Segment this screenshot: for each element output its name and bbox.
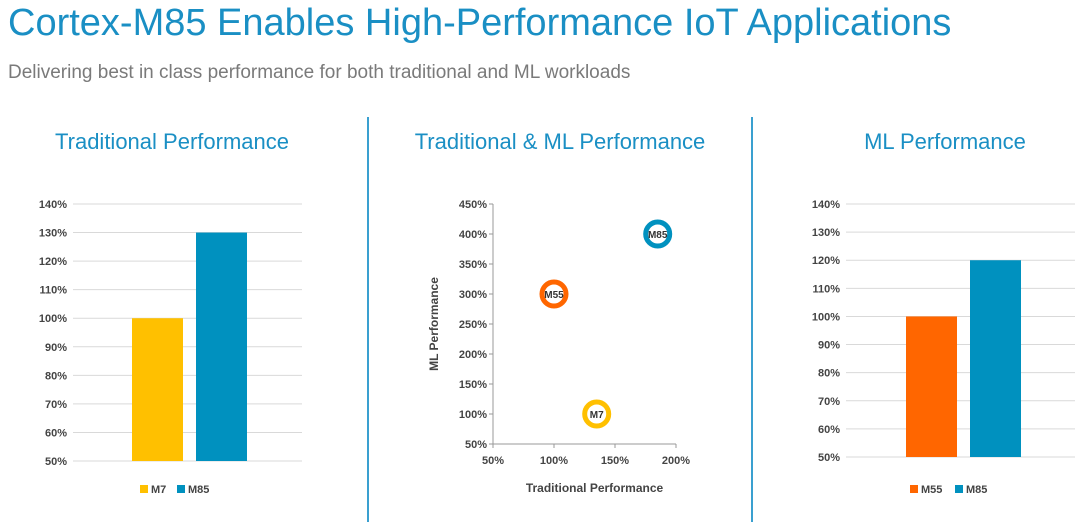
y-tick-label: 250% [459,319,487,331]
point-label-m55: M55 [544,290,564,301]
divider-right [751,117,753,522]
point-m7 [582,399,612,429]
point-m55 [539,279,569,309]
legend-swatch-m85 [955,485,963,493]
x-tick-label: 150% [601,455,629,467]
bar-m7 [132,318,183,461]
legend-swatch-m85 [177,485,185,493]
y-tick-label: 350% [459,259,487,271]
y-tick-label: 110% [39,285,67,297]
y-tick-label: 70% [818,396,840,408]
y-tick-label: 100% [39,313,67,325]
legend-label-m85: M85 [966,484,987,496]
x-tick-label: 200% [662,455,690,467]
page-title: Cortex-M85 Enables High-Performance IoT … [8,2,952,44]
y-tick-label: 130% [39,228,67,240]
y-tick-label: 400% [459,229,487,241]
point-label-m85: M85 [648,230,668,241]
legend-label-m55: M55 [921,484,942,496]
x-tick-label: 50% [482,455,504,467]
y-tick-label: 140% [39,199,67,211]
y-tick-label: 120% [812,255,840,267]
chart-title-traditional-ml: Traditional & ML Performance [414,129,706,154]
y-tick-label: 100% [459,409,487,421]
x-tick-label: 100% [540,455,568,467]
y-tick-label: 150% [459,379,487,391]
y-tick-label: 100% [812,311,840,323]
legend-label-m7: M7 [151,484,166,496]
y-tick-label: 50% [818,452,840,464]
y-tick-label: 50% [465,439,487,451]
bar-m85 [970,260,1021,457]
y-tick-label: 110% [812,283,840,295]
x-axis-title: Traditional Performance [526,481,664,495]
y-tick-label: 80% [45,370,67,382]
legend-swatch-m7 [140,485,148,493]
divider-left [367,117,369,522]
y-tick-label: 90% [45,342,67,354]
y-tick-label: 300% [459,289,487,301]
y-tick-label: 50% [45,456,67,468]
y-tick-label: 450% [459,199,487,211]
y-tick-label: 130% [812,227,840,239]
y-tick-label: 90% [818,340,840,352]
page-subtitle: Delivering best in class performance for… [8,62,631,83]
y-tick-label: 120% [39,256,67,268]
y-tick-label: 200% [459,349,487,361]
y-tick-label: 80% [818,368,840,380]
y-tick-label: 70% [45,399,67,411]
y-tick-label: 60% [818,424,840,436]
point-m85 [643,219,673,249]
legend-swatch-m55 [910,485,918,493]
bar-m55 [906,316,957,457]
y-tick-label: 140% [812,199,840,211]
bar-m85 [196,232,247,461]
chart-title-ml: ML Performance [864,129,1026,154]
y-axis-title: ML Performance [427,277,441,371]
legend-label-m85: M85 [188,484,209,496]
y-tick-label: 60% [45,427,67,439]
chart-title-traditional: Traditional Performance [55,129,289,154]
point-label-m7: M7 [590,410,604,421]
